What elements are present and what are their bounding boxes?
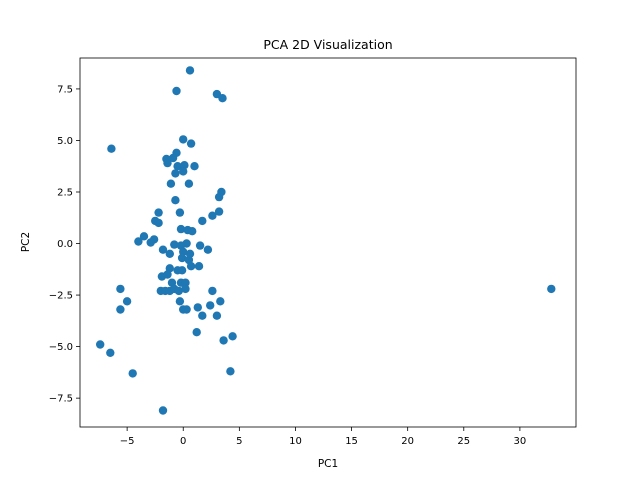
chart-title: PCA 2D Visualization — [263, 37, 392, 52]
scatter-point — [179, 135, 188, 144]
scatter-point — [181, 278, 190, 287]
y-tick-label: 5.0 — [57, 136, 73, 147]
scatter-point — [216, 297, 225, 306]
scatter-point — [198, 216, 207, 226]
scatter-point — [176, 224, 186, 234]
x-tick-label: 20 — [401, 436, 414, 447]
scatter-point — [177, 253, 187, 263]
scatter-point — [171, 196, 180, 205]
scatter-point — [206, 301, 215, 310]
scatter-point — [163, 270, 172, 279]
scatter-point — [165, 249, 174, 258]
y-tick-label: 7.5 — [57, 84, 73, 95]
scatter-point — [170, 240, 179, 249]
scatter-point — [107, 144, 116, 153]
scatter-point — [184, 179, 194, 188]
scatter-point — [181, 284, 190, 294]
scatter-point — [194, 262, 204, 271]
scatter-point — [179, 167, 188, 176]
scatter-point — [214, 207, 224, 216]
scatter-point — [158, 245, 168, 254]
scatter-point — [172, 86, 181, 96]
x-tick-label: 25 — [457, 436, 470, 447]
scatter-point — [198, 311, 207, 320]
x-tick-label: 5 — [236, 436, 242, 447]
scatter-point — [186, 139, 196, 148]
scatter-point — [96, 340, 105, 349]
scatter-point — [166, 179, 176, 188]
y-tick-label: 2.5 — [57, 187, 73, 198]
scatter-point — [226, 367, 235, 376]
scatter-point — [171, 169, 180, 178]
scatter-point — [190, 162, 199, 171]
y-axis-ticks: −7.5 −5.0 −2.5 0.0 2.5 5.0 7.5 — [49, 84, 80, 405]
scatter-point — [228, 332, 237, 341]
scatter-point — [174, 286, 183, 296]
scatter-point — [214, 192, 224, 202]
scatter-point — [116, 284, 125, 294]
y-tick-label: −5.0 — [49, 342, 73, 353]
scatter-point — [219, 336, 228, 345]
scatter-point — [203, 245, 213, 254]
scatter-point — [182, 305, 191, 314]
scatter-point — [218, 94, 227, 103]
scatter-point — [195, 241, 205, 250]
scatter-point — [154, 208, 163, 217]
scatter-points — [96, 66, 556, 415]
scatter-point — [193, 303, 202, 312]
scatter-point — [163, 158, 172, 168]
scatter-point — [185, 66, 195, 75]
scatter-point — [158, 406, 168, 415]
scatter-point — [188, 227, 197, 236]
x-tick-label: 10 — [289, 436, 302, 447]
scatter-point — [128, 369, 137, 378]
plot-frame — [79, 57, 577, 428]
scatter-point — [175, 208, 185, 217]
scatter-point — [547, 284, 556, 294]
x-tick-label: 0 — [180, 436, 186, 447]
scatter-point — [139, 232, 149, 241]
scatter-point — [185, 249, 195, 258]
x-tick-label: −5 — [120, 436, 135, 447]
scatter-point — [192, 328, 201, 337]
scatter-point — [208, 211, 217, 220]
scatter-point — [134, 237, 143, 246]
scatter-point — [177, 266, 187, 275]
scatter-point — [146, 238, 155, 247]
y-tick-label: 0.0 — [57, 239, 73, 250]
x-tick-label: 15 — [345, 436, 358, 447]
y-tick-label: −7.5 — [49, 394, 73, 405]
x-tick-label: 30 — [514, 436, 527, 447]
scatter-point — [208, 286, 217, 296]
scatter-point — [212, 311, 222, 320]
scatter-point — [122, 297, 132, 306]
scatter-point — [106, 348, 115, 357]
scatter-point — [173, 162, 182, 171]
scatter-point — [175, 297, 185, 306]
scatter-point — [179, 247, 188, 256]
y-axis-label: PC2 — [20, 232, 32, 252]
scatter-point — [116, 305, 125, 314]
scatter-point — [168, 153, 178, 163]
scatter-point — [186, 262, 196, 271]
x-axis-label: PC1 — [318, 458, 338, 470]
y-tick-label: −2.5 — [49, 291, 73, 302]
x-axis-ticks: −5 0 5 10 15 20 25 30 — [120, 427, 527, 447]
scatter-point — [154, 218, 163, 228]
